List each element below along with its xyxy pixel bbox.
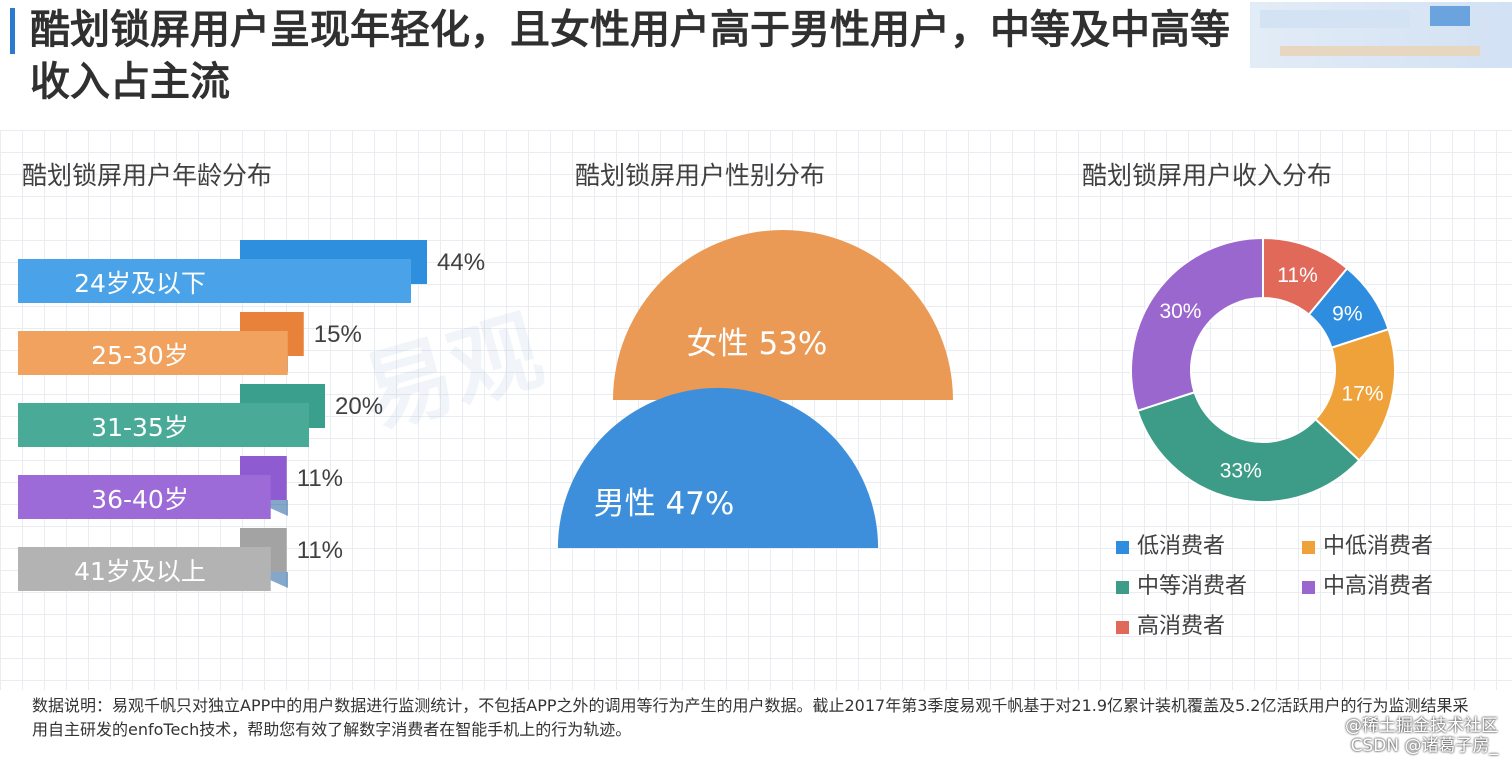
bar-category-label: 41岁及以上 xyxy=(74,557,206,586)
bar-category-label: 36-40岁 xyxy=(91,485,189,514)
donut-value-label: 9% xyxy=(1332,303,1362,326)
legend-label: 中低消费者 xyxy=(1323,534,1434,559)
income-chart-title: 酷划锁屏用户收入分布 xyxy=(1082,161,1333,190)
footnote: 数据说明：易观千帆只对独立APP中的用户数据进行监测统计，不包括APP之外的调用… xyxy=(32,696,1469,739)
pie-slice xyxy=(557,387,879,548)
title-accent-bar xyxy=(10,8,15,54)
legend-label: 中高消费者 xyxy=(1323,574,1434,599)
bar xyxy=(18,475,271,519)
donut-slice xyxy=(1130,236,1264,413)
donut-value-label: 33% xyxy=(1220,460,1262,483)
bar-value-label: 15% xyxy=(314,321,362,348)
legend-swatch xyxy=(1302,540,1315,554)
gender-chart-title: 酷划锁屏用户性别分布 xyxy=(575,161,826,190)
legend-label: 高消费者 xyxy=(1137,614,1226,639)
pie-slice xyxy=(613,230,953,400)
bar-value-label: 44% xyxy=(437,249,485,276)
legend-item: 高消费者 xyxy=(1116,608,1225,640)
donut-value-label: 11% xyxy=(1277,264,1317,287)
legend-swatch xyxy=(1116,540,1129,554)
bar-value-label: 20% xyxy=(335,393,383,420)
charts-canvas: 24岁及以下 44% 25-30岁 15% 31-35岁 20% 36-40岁 11% 41岁及… xyxy=(18,230,1396,591)
bar xyxy=(18,259,411,303)
bar xyxy=(18,547,271,591)
legend-swatch xyxy=(1116,580,1129,594)
bar-category-label: 31-35岁 xyxy=(91,413,189,442)
legend-label: 低消费者 xyxy=(1137,534,1226,559)
bar-value-label: 11% xyxy=(297,537,343,564)
slice-label: 女性 53% xyxy=(687,326,828,362)
legend-swatch xyxy=(1116,620,1129,634)
page-title: 酷划锁屏用户呈现年轻化，且女性用户高于男性用户，中等及中高等收入占主流 xyxy=(30,7,1230,105)
watermark-line-1: @稀土掘金技术社区 xyxy=(1345,716,1498,736)
donut-slice xyxy=(1136,390,1361,503)
bar xyxy=(18,331,288,375)
donut-value-label: 17% xyxy=(1342,382,1384,405)
legend-label: 中等消费者 xyxy=(1137,574,1248,599)
watermark: @稀土掘金技术社区 CSDN @诸葛子房_ xyxy=(1345,716,1498,756)
bar-value-label: 11% xyxy=(297,465,343,492)
legend-item: 中低消费者 xyxy=(1302,528,1433,560)
bar-category-label: 24岁及以下 xyxy=(74,269,206,298)
age-chart-title: 酷划锁屏用户年龄分布 xyxy=(22,161,273,190)
slice-label: 男性 47% xyxy=(594,486,735,522)
legend-item: 低消费者 xyxy=(1116,528,1225,560)
legend-item: 中高消费者 xyxy=(1302,568,1433,600)
bar xyxy=(18,403,309,447)
donut-slice xyxy=(1262,236,1349,316)
bar-category-label: 25-30岁 xyxy=(91,341,189,370)
legend-item: 中等消费者 xyxy=(1116,568,1247,600)
watermark-line-2: CSDN @诸葛子房_ xyxy=(1350,736,1498,756)
donut-value-label: 30% xyxy=(1159,300,1201,323)
legend-swatch xyxy=(1302,580,1315,594)
blurred-logo xyxy=(1250,2,1512,68)
